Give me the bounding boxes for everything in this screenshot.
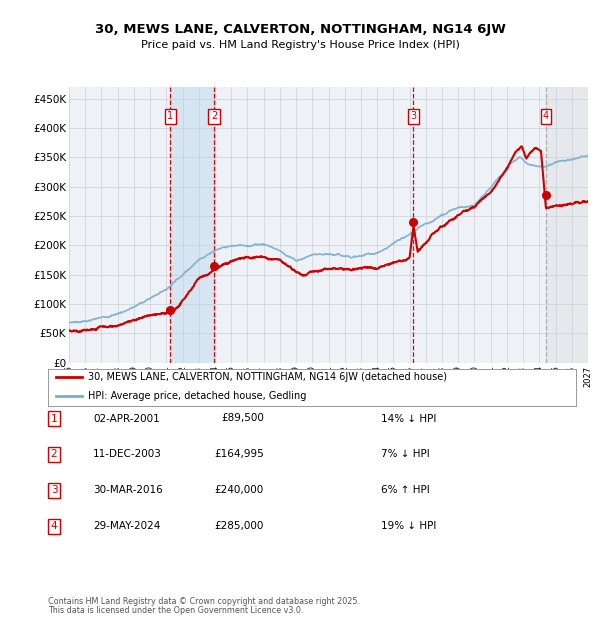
- Text: 29-MAY-2024: 29-MAY-2024: [93, 521, 160, 531]
- Text: 14% ↓ HPI: 14% ↓ HPI: [381, 414, 436, 423]
- Text: 4: 4: [50, 521, 58, 531]
- Text: 3: 3: [410, 111, 416, 121]
- Text: 2: 2: [50, 450, 58, 459]
- Text: £285,000: £285,000: [215, 521, 264, 531]
- Text: Contains HM Land Registry data © Crown copyright and database right 2025.: Contains HM Land Registry data © Crown c…: [48, 597, 360, 606]
- Text: HPI: Average price, detached house, Gedling: HPI: Average price, detached house, Gedl…: [88, 391, 306, 401]
- Text: 30, MEWS LANE, CALVERTON, NOTTINGHAM, NG14 6JW (detached house): 30, MEWS LANE, CALVERTON, NOTTINGHAM, NG…: [88, 372, 446, 382]
- Text: 02-APR-2001: 02-APR-2001: [93, 414, 160, 423]
- Text: 11-DEC-2003: 11-DEC-2003: [93, 450, 162, 459]
- Text: 4: 4: [543, 111, 549, 121]
- Text: 19% ↓ HPI: 19% ↓ HPI: [381, 521, 436, 531]
- Text: £164,995: £164,995: [214, 450, 264, 459]
- Text: Price paid vs. HM Land Registry's House Price Index (HPI): Price paid vs. HM Land Registry's House …: [140, 40, 460, 50]
- Text: 30, MEWS LANE, CALVERTON, NOTTINGHAM, NG14 6JW: 30, MEWS LANE, CALVERTON, NOTTINGHAM, NG…: [95, 24, 505, 36]
- Text: £240,000: £240,000: [215, 485, 264, 495]
- Text: 1: 1: [167, 111, 173, 121]
- Text: 6% ↑ HPI: 6% ↑ HPI: [381, 485, 430, 495]
- Text: This data is licensed under the Open Government Licence v3.0.: This data is licensed under the Open Gov…: [48, 606, 304, 615]
- Text: £89,500: £89,500: [221, 414, 264, 423]
- Bar: [170, 87, 214, 363]
- Text: 1: 1: [50, 414, 58, 423]
- Bar: [546, 87, 588, 363]
- Text: 7% ↓ HPI: 7% ↓ HPI: [381, 450, 430, 459]
- Text: 2: 2: [211, 111, 217, 121]
- Text: 3: 3: [50, 485, 58, 495]
- Text: 30-MAR-2016: 30-MAR-2016: [93, 485, 163, 495]
